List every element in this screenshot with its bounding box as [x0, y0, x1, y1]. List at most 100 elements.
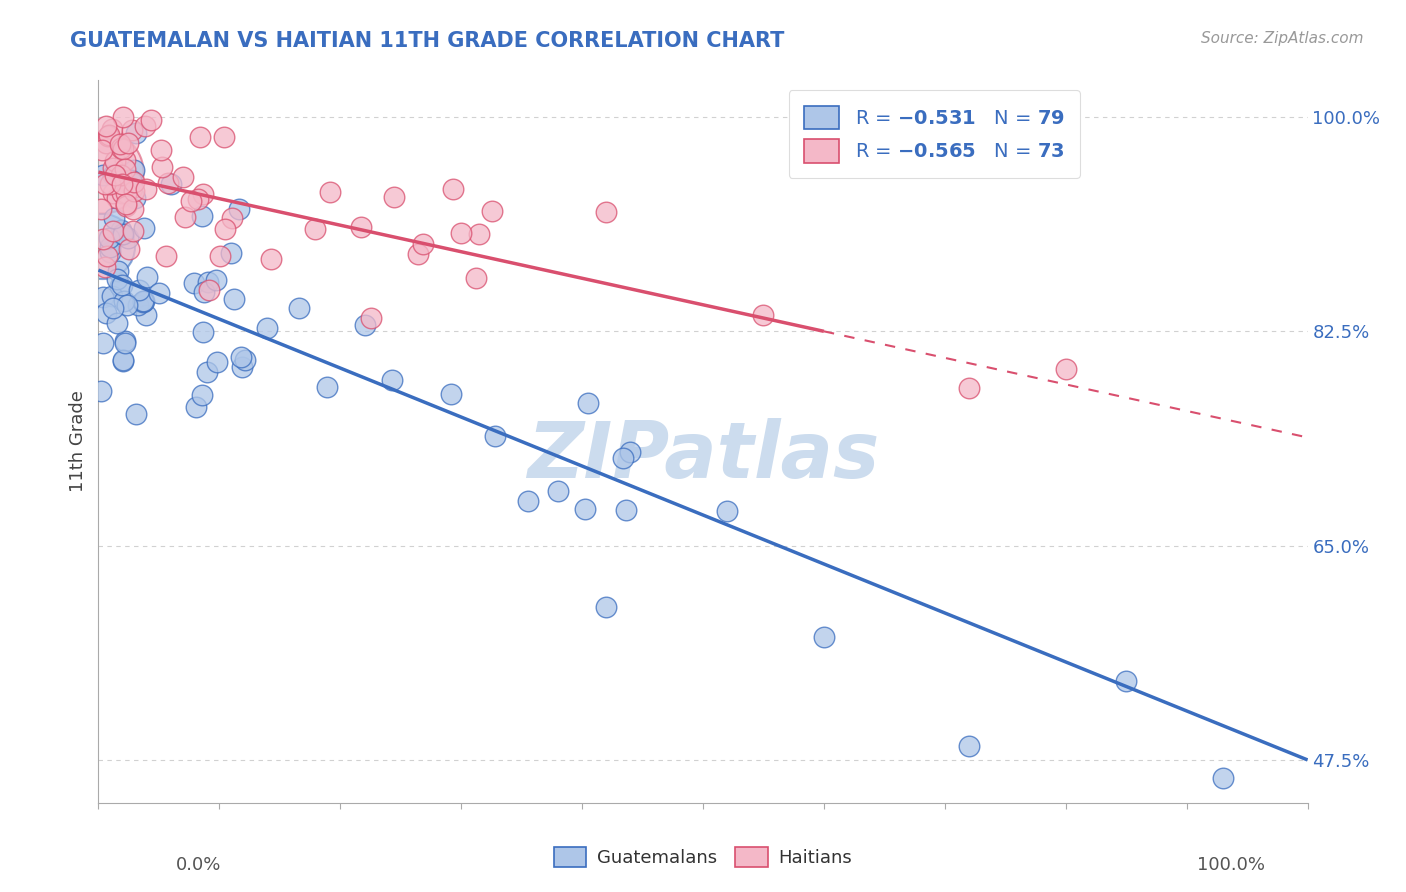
Point [574, 501, 596, 516]
Point [157, 176, 180, 190]
Point [256, 321, 278, 335]
Point [98, 177, 121, 191]
Point [139, 113, 162, 128]
Point [450, 226, 472, 240]
Point [114, 336, 136, 351]
Point [98, 230, 121, 244]
Point [91, 290, 114, 304]
Point [235, 353, 257, 368]
Point [115, 196, 138, 211]
Point [121, 202, 143, 216]
Point [90, 384, 112, 398]
Point [1115, 673, 1137, 688]
Point [135, 182, 157, 196]
Point [209, 249, 232, 263]
Point [131, 294, 153, 309]
Point [191, 325, 214, 339]
Y-axis label: 11th Grade: 11th Grade [69, 391, 87, 492]
Point [114, 334, 136, 348]
Point [288, 301, 311, 316]
Point [101, 301, 124, 315]
Point [464, 271, 486, 285]
Point [484, 429, 506, 443]
Point [103, 211, 125, 225]
Point [150, 160, 173, 174]
Point [616, 503, 638, 517]
Point [516, 494, 538, 508]
Point [111, 110, 134, 124]
Point [193, 285, 215, 300]
Point [354, 318, 377, 333]
Point [224, 292, 246, 306]
Point [304, 222, 326, 236]
Point [101, 161, 124, 175]
Point [231, 359, 253, 374]
Point [360, 311, 382, 326]
Point [97, 128, 120, 143]
Point [117, 136, 139, 151]
Point [184, 400, 207, 414]
Point [716, 504, 738, 518]
Point [134, 221, 156, 235]
Point [91, 168, 114, 182]
Point [440, 387, 463, 401]
Point [114, 162, 136, 177]
Point [114, 199, 136, 213]
Point [120, 173, 142, 187]
Point [212, 130, 235, 145]
Point [90, 202, 112, 216]
Point [481, 203, 503, 218]
Point [205, 273, 228, 287]
Text: GUATEMALAN VS HAITIAN 11TH GRADE CORRELATION CHART: GUATEMALAN VS HAITIAN 11TH GRADE CORRELA… [70, 31, 785, 51]
Point [319, 185, 342, 199]
Point [122, 224, 145, 238]
Point [132, 294, 155, 309]
Legend: Guatemalans, Haitians: Guatemalans, Haitians [547, 839, 859, 874]
Point [117, 231, 139, 245]
Point [124, 176, 146, 190]
Point [128, 284, 150, 298]
Point [96, 136, 118, 150]
Point [98, 128, 121, 142]
Point [121, 122, 143, 136]
Point [197, 275, 219, 289]
Point [110, 223, 132, 237]
Point [101, 289, 124, 303]
Point [172, 169, 194, 184]
Point [103, 168, 125, 182]
Point [193, 187, 215, 202]
Point [103, 168, 125, 182]
Point [114, 153, 136, 167]
Point [219, 245, 242, 260]
Point [111, 227, 134, 242]
Point [101, 186, 124, 200]
Point [381, 373, 404, 387]
Point [112, 352, 135, 367]
Point [957, 739, 980, 754]
Point [136, 270, 159, 285]
Point [105, 316, 128, 330]
Point [121, 176, 143, 190]
Point [110, 141, 132, 155]
Point [125, 407, 148, 421]
Point [107, 263, 129, 277]
Point [188, 130, 211, 145]
Point [122, 184, 145, 198]
Point [195, 365, 218, 379]
Point [115, 186, 138, 200]
Point [91, 165, 114, 179]
Point [205, 354, 228, 368]
Point [752, 308, 775, 322]
Point [214, 221, 236, 235]
Point [180, 194, 202, 208]
Point [228, 202, 250, 217]
Point [111, 227, 134, 242]
Point [174, 210, 197, 224]
Point [612, 451, 634, 466]
Text: Source: ZipAtlas.com: Source: ZipAtlas.com [1201, 31, 1364, 46]
Text: 100.0%: 100.0% [1198, 856, 1265, 874]
Point [576, 396, 599, 410]
Text: ZIPatlas: ZIPatlas [527, 418, 879, 494]
Point [135, 308, 157, 322]
Point [110, 278, 132, 293]
